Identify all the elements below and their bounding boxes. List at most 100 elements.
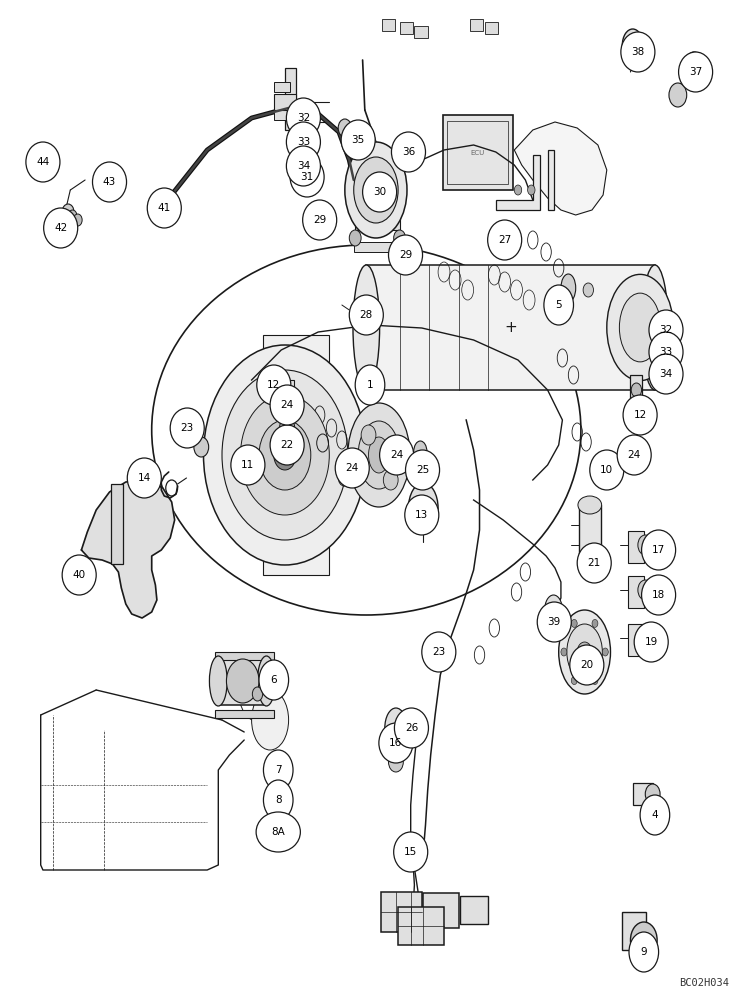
Ellipse shape (286, 122, 320, 162)
Ellipse shape (270, 385, 304, 425)
Ellipse shape (290, 157, 324, 197)
Ellipse shape (252, 690, 289, 750)
Text: 27: 27 (498, 235, 511, 245)
Ellipse shape (649, 310, 683, 350)
Bar (398, 907, 444, 945)
Ellipse shape (640, 795, 670, 835)
Ellipse shape (259, 660, 289, 700)
Ellipse shape (380, 435, 414, 475)
Ellipse shape (231, 445, 265, 485)
Text: 33: 33 (297, 137, 310, 147)
Ellipse shape (363, 172, 397, 212)
Ellipse shape (280, 415, 295, 441)
Bar (414, 506, 432, 528)
Bar (274, 94, 296, 110)
Ellipse shape (623, 395, 657, 435)
Text: 8A: 8A (272, 827, 285, 837)
Bar (263, 335, 329, 575)
Ellipse shape (385, 708, 407, 748)
Ellipse shape (394, 832, 428, 872)
Text: 31: 31 (300, 172, 314, 182)
Ellipse shape (619, 293, 661, 362)
Ellipse shape (358, 421, 400, 489)
Text: 32: 32 (297, 113, 310, 123)
Ellipse shape (209, 656, 227, 706)
Text: 14: 14 (138, 473, 151, 483)
Ellipse shape (592, 619, 598, 627)
Ellipse shape (257, 365, 291, 405)
Ellipse shape (335, 448, 369, 488)
Text: 23: 23 (432, 647, 445, 657)
Text: 4: 4 (652, 810, 658, 820)
Text: 40: 40 (73, 570, 86, 580)
Ellipse shape (303, 200, 337, 240)
Text: 35: 35 (352, 135, 365, 145)
Ellipse shape (194, 437, 209, 457)
Bar (622, 912, 646, 950)
Text: 12: 12 (633, 410, 647, 420)
Ellipse shape (630, 922, 657, 958)
Bar (354, 242, 402, 252)
Ellipse shape (414, 441, 427, 463)
Ellipse shape (354, 157, 398, 223)
Ellipse shape (92, 162, 127, 202)
Ellipse shape (44, 208, 78, 248)
Text: 29: 29 (399, 250, 412, 260)
Ellipse shape (544, 285, 574, 325)
Ellipse shape (561, 274, 576, 302)
Ellipse shape (684, 52, 704, 88)
Ellipse shape (642, 265, 668, 390)
Ellipse shape (592, 677, 598, 685)
Text: 10: 10 (600, 465, 613, 475)
Ellipse shape (127, 458, 161, 498)
Ellipse shape (408, 483, 438, 533)
Ellipse shape (263, 780, 293, 820)
Ellipse shape (345, 142, 407, 238)
Ellipse shape (355, 365, 385, 405)
Ellipse shape (252, 687, 263, 701)
Text: 15: 15 (404, 847, 417, 857)
Bar (355, 218, 400, 230)
Bar (381, 892, 422, 932)
Bar (628, 576, 644, 608)
Ellipse shape (68, 210, 77, 222)
Text: 21: 21 (588, 558, 601, 568)
Ellipse shape (259, 420, 311, 490)
Ellipse shape (62, 204, 74, 220)
Bar (218, 657, 266, 705)
Bar (628, 624, 644, 656)
Ellipse shape (258, 656, 275, 706)
Bar (111, 484, 123, 564)
Bar (630, 375, 642, 430)
Ellipse shape (578, 556, 602, 574)
Bar (400, 22, 413, 34)
Ellipse shape (405, 495, 439, 535)
Ellipse shape (341, 120, 375, 160)
Ellipse shape (240, 395, 329, 515)
Bar (215, 710, 274, 718)
Text: 44: 44 (36, 157, 50, 167)
Text: 43: 43 (103, 177, 116, 187)
Text: 36: 36 (402, 147, 415, 157)
Text: 19: 19 (645, 637, 658, 647)
Bar (215, 652, 274, 660)
Text: 22: 22 (280, 440, 294, 450)
Text: 7: 7 (275, 765, 281, 775)
Bar (423, 893, 459, 928)
Text: 24: 24 (628, 450, 641, 460)
Bar (366, 265, 655, 390)
Text: 18: 18 (652, 590, 665, 600)
Bar (274, 110, 300, 120)
Ellipse shape (147, 188, 181, 228)
Ellipse shape (263, 750, 293, 790)
Ellipse shape (361, 425, 376, 445)
Ellipse shape (170, 408, 204, 448)
Bar (485, 22, 498, 34)
Ellipse shape (383, 470, 398, 490)
Ellipse shape (570, 645, 604, 685)
Text: 1: 1 (367, 380, 373, 390)
Ellipse shape (367, 178, 385, 202)
Ellipse shape (545, 595, 562, 625)
Ellipse shape (669, 83, 687, 107)
Ellipse shape (559, 610, 610, 694)
